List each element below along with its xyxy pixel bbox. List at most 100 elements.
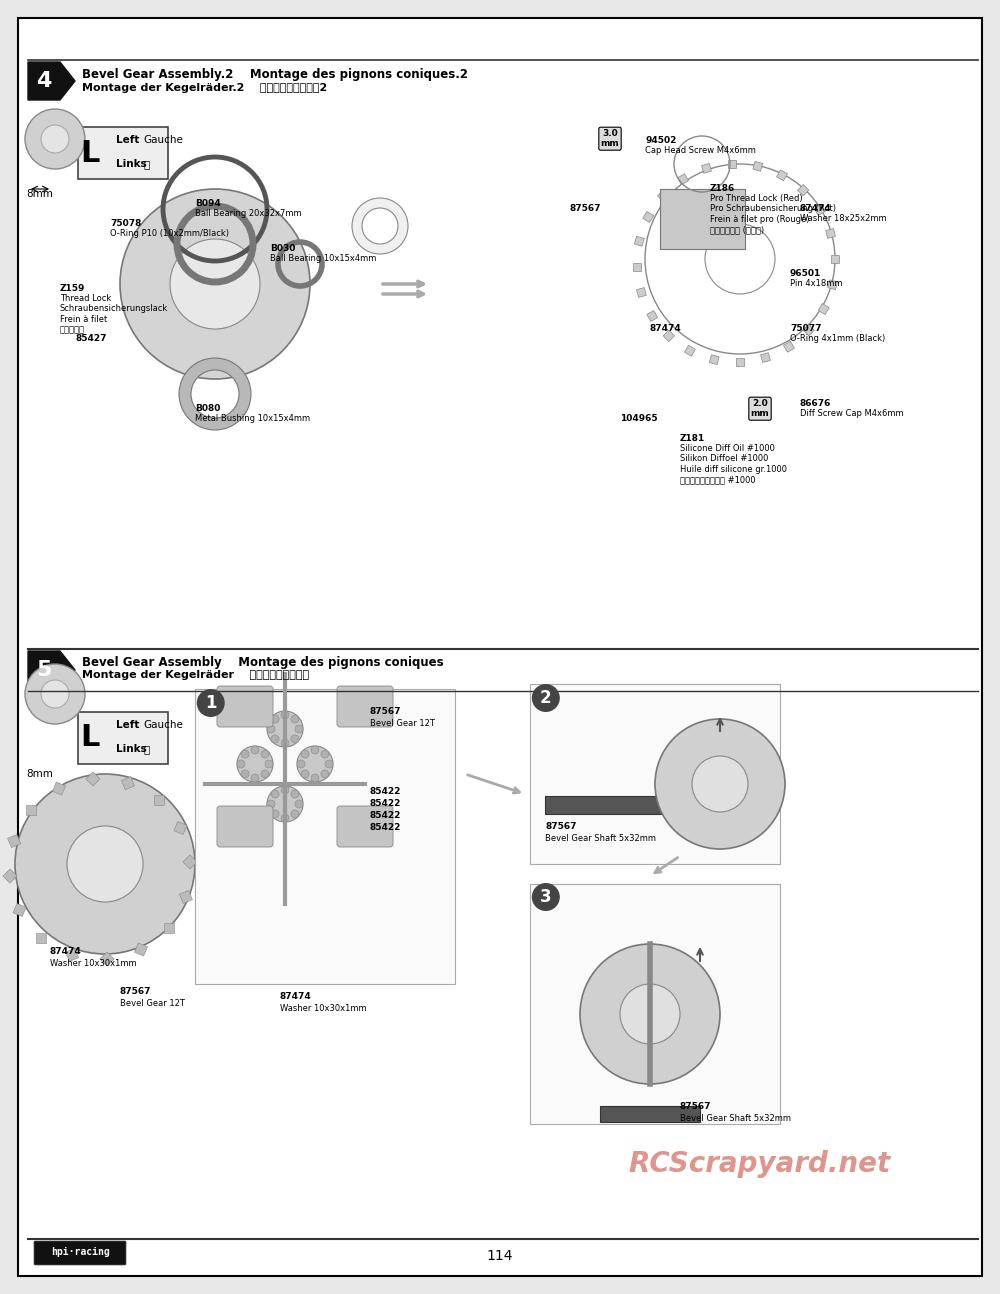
Text: 3.0
mm: 3.0 mm xyxy=(601,129,619,149)
Circle shape xyxy=(295,725,303,732)
Bar xyxy=(709,355,719,365)
Bar xyxy=(783,342,794,352)
Circle shape xyxy=(311,747,319,754)
Bar xyxy=(728,160,736,168)
Text: Washer 10x30x1mm: Washer 10x30x1mm xyxy=(50,959,137,968)
Bar xyxy=(134,943,148,956)
Text: 87567: 87567 xyxy=(680,1102,712,1112)
Bar xyxy=(26,805,36,815)
Text: 85422: 85422 xyxy=(370,798,401,807)
Circle shape xyxy=(261,770,269,778)
Bar xyxy=(702,163,711,173)
Bar xyxy=(803,325,814,336)
FancyBboxPatch shape xyxy=(195,688,455,983)
Circle shape xyxy=(620,983,680,1044)
Text: 3: 3 xyxy=(540,888,552,906)
Circle shape xyxy=(580,945,720,1084)
Text: 87474: 87474 xyxy=(650,324,682,333)
Circle shape xyxy=(321,751,329,758)
FancyBboxPatch shape xyxy=(34,1241,126,1266)
Text: Z186: Z186 xyxy=(710,184,735,193)
Bar xyxy=(634,237,644,246)
Text: 96501: 96501 xyxy=(790,269,821,278)
Circle shape xyxy=(237,747,273,782)
Text: 87567: 87567 xyxy=(120,987,152,996)
Bar xyxy=(826,229,835,238)
FancyBboxPatch shape xyxy=(217,686,273,727)
FancyBboxPatch shape xyxy=(530,884,780,1124)
Bar xyxy=(761,353,770,362)
Text: 8mm: 8mm xyxy=(27,769,53,779)
Text: B080: B080 xyxy=(195,404,220,413)
Bar xyxy=(121,776,134,789)
Circle shape xyxy=(271,791,279,798)
Text: 2: 2 xyxy=(540,688,552,707)
Circle shape xyxy=(271,716,279,723)
Circle shape xyxy=(281,814,289,822)
Circle shape xyxy=(297,747,333,782)
Circle shape xyxy=(251,747,259,754)
FancyBboxPatch shape xyxy=(78,712,168,763)
Circle shape xyxy=(241,770,249,778)
Text: L: L xyxy=(80,138,100,167)
Circle shape xyxy=(25,664,85,725)
Circle shape xyxy=(267,710,303,747)
Text: 8mm: 8mm xyxy=(27,189,53,199)
Text: B030: B030 xyxy=(270,245,295,254)
FancyBboxPatch shape xyxy=(18,18,982,1276)
Text: 85422: 85422 xyxy=(370,811,401,820)
Bar xyxy=(678,173,688,185)
Text: Z159: Z159 xyxy=(60,283,85,292)
Text: Pin 4x18mm: Pin 4x18mm xyxy=(790,280,842,289)
Circle shape xyxy=(267,785,303,822)
Text: 87474: 87474 xyxy=(50,947,82,956)
FancyBboxPatch shape xyxy=(217,806,273,848)
Circle shape xyxy=(281,785,289,795)
FancyBboxPatch shape xyxy=(600,1106,700,1122)
Text: Montage der Kegelräder.2    ベベルギアの組立て2: Montage der Kegelräder.2 ベベルギアの組立て2 xyxy=(82,83,327,93)
Circle shape xyxy=(321,770,329,778)
Text: Bevel Gear Assembly    Montage des pignons coniques: Bevel Gear Assembly Montage des pignons … xyxy=(82,656,444,669)
FancyBboxPatch shape xyxy=(545,796,665,814)
Text: Washer 10x30x1mm: Washer 10x30x1mm xyxy=(280,1004,367,1013)
Bar xyxy=(174,822,187,835)
Text: 87567: 87567 xyxy=(570,204,602,214)
Circle shape xyxy=(41,126,69,153)
Bar xyxy=(183,855,197,870)
Text: 2.0
mm: 2.0 mm xyxy=(751,399,769,418)
Bar xyxy=(3,870,17,883)
Text: 75077: 75077 xyxy=(790,324,822,333)
Text: Gauche: Gauche xyxy=(143,135,183,145)
Circle shape xyxy=(261,751,269,758)
Circle shape xyxy=(291,716,299,723)
Text: RCScrapyard.net: RCScrapyard.net xyxy=(629,1150,891,1178)
Text: L: L xyxy=(80,723,100,753)
Bar xyxy=(684,345,695,356)
Text: Bevel Gear Shaft 5x32mm: Bevel Gear Shaft 5x32mm xyxy=(680,1114,791,1123)
Circle shape xyxy=(301,770,309,778)
Circle shape xyxy=(291,810,299,818)
Text: 左: 左 xyxy=(143,744,149,754)
Circle shape xyxy=(291,735,299,743)
Bar xyxy=(86,773,100,785)
Text: 87567: 87567 xyxy=(545,822,576,831)
Text: 87474: 87474 xyxy=(800,204,832,214)
Bar xyxy=(828,280,838,290)
Text: 114: 114 xyxy=(487,1249,513,1263)
Circle shape xyxy=(325,760,333,769)
Circle shape xyxy=(297,760,305,769)
Circle shape xyxy=(15,774,195,954)
FancyBboxPatch shape xyxy=(337,686,393,727)
Text: 87567: 87567 xyxy=(370,707,402,716)
Circle shape xyxy=(281,739,289,747)
Bar xyxy=(66,949,79,961)
Circle shape xyxy=(301,751,309,758)
Text: Links: Links xyxy=(116,744,147,754)
Bar xyxy=(814,204,825,216)
Text: Left: Left xyxy=(116,135,139,145)
Circle shape xyxy=(120,189,310,379)
Bar xyxy=(100,952,114,967)
Text: 104965: 104965 xyxy=(620,414,658,423)
Polygon shape xyxy=(28,62,75,100)
Text: hpi·racing: hpi·racing xyxy=(51,1247,109,1256)
